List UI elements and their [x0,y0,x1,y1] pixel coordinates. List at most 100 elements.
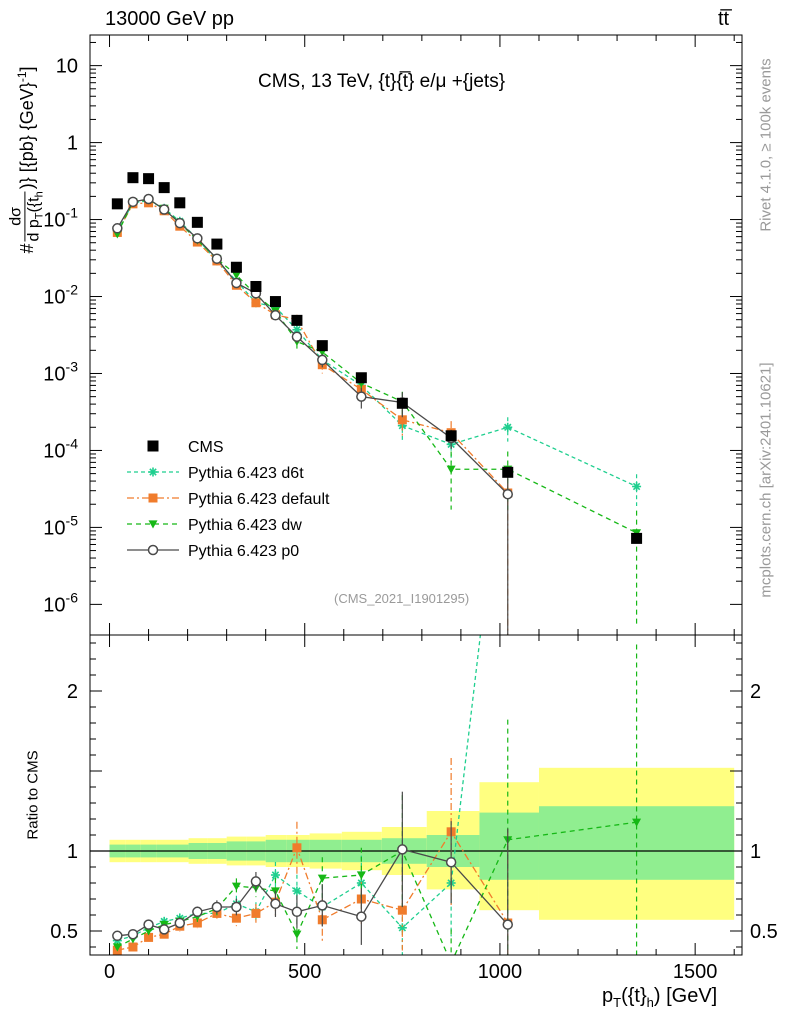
ratio-y-tick-label-right: 1 [750,841,761,863]
cms-data-point [502,466,514,478]
main-series-layer [111,172,643,635]
y-tick-base: 10 [56,56,78,78]
marker-stroke [505,400,511,406]
series-point-main [270,310,281,321]
y-tick-exponent: -5 [66,512,79,528]
cms-data-point [396,397,408,409]
cms-data-point [174,197,186,209]
y-tick-base: 1 [67,133,78,155]
series-point-main [174,217,186,229]
process-label: tt̅ [718,8,730,30]
series-point-ratio [231,901,242,913]
series-point-ratio [270,898,281,910]
series-point-ratio [158,924,170,935]
series-point-ratio [317,900,328,911]
series-point-ratio [632,255,641,264]
series-point-ratio [397,905,407,915]
series-line-main [116,202,509,494]
series-line-ratio [117,848,509,937]
series-point-main [317,354,328,366]
ratio-axes: 0.5 0.5 1 1 2 2 [50,642,778,948]
series-point-ratio [211,901,223,913]
analysis-annotation: (CMS_2021_I1901295) [334,591,470,606]
series-point-main [292,325,302,335]
legend: CMS Pythia 6.423 d6t Pythia 6.423 default P… [127,439,330,560]
cms-data-point [127,172,139,184]
series-point-ratio [143,919,154,930]
marker-stroke [633,256,639,262]
cms-data-point [445,430,457,442]
series-point-main [231,277,242,289]
x-axis-label: pT({t}h) [GeV] [602,985,718,1010]
main-y-axis-label: # dσ d pT({th)} [{pb} {GeV}-1] [7,66,46,254]
ratio-y-axis-label: Ratio to CMS [24,750,42,840]
y-tick-base: 10 [43,517,65,539]
series-point-ratio [174,917,186,929]
series-point-main [143,193,154,205]
series-point-ratio [112,943,122,952]
ratio-plot-frame [89,634,743,956]
series-line-main [116,199,637,534]
series-line-main [116,198,509,495]
source-label: mcplots.cern.ch [arXiv:2401.10621] [757,362,775,598]
legend-marker [147,440,159,452]
ratio-uncertainty-bands [90,767,742,920]
series-point-main [112,223,123,234]
series-point-ratio [192,918,202,928]
y-tick-base: 10 [43,287,65,309]
y-tick-exponent: -6 [66,589,79,605]
cms-data-point [631,532,643,544]
series-point-ratio [291,906,303,918]
series-point-ratio [356,911,367,922]
cms-data-point [191,216,203,228]
series-point-ratio [231,882,241,891]
y-tick-label: 10-1 [43,205,78,232]
series-point-main [158,204,170,215]
series-line-ratio [117,830,509,951]
series-point-ratio [292,886,302,896]
series-point-ratio [445,856,457,868]
series-point-ratio [192,906,203,918]
x-tick-label: 0 [104,961,115,983]
series-point-main [503,422,513,432]
y-tick-label: 10-3 [43,358,78,385]
cms-data-point [230,261,242,273]
series-point-ratio [112,930,123,942]
series-point-ratio [251,908,261,918]
series-point-main [446,465,456,474]
legend-marker [148,520,158,529]
series-point-main [231,271,241,280]
y-tick-exponent: -2 [66,282,79,298]
y-tick-base: 10 [43,210,65,232]
legend-label: Pythia 6.423 default [188,491,330,508]
legend-label: Pythia 6.423 dw [188,517,302,534]
cms-data-point [316,340,328,352]
ratio-y-tick-label-left: 1 [67,841,78,863]
cms-data-point [158,182,170,194]
cms-data-point [143,173,155,185]
beam-label: 13000 GeV pp [105,8,234,30]
cms-data-point [211,238,223,250]
ratio-series-layer [112,255,642,967]
series-point-ratio [144,927,154,936]
plot-title: CMS, 13 TeV, {t}{t̅} e/μ +{jets} [258,71,506,92]
legend-label: CMS [188,439,224,456]
y-tick-label: 10-5 [43,512,78,539]
series-point-ratio [128,942,138,952]
marker-stroke [505,400,511,406]
legend-marker [148,493,158,503]
ratio-y-tick-label-left: 2 [67,681,78,703]
cms-data-point [291,314,303,326]
y-tick-label: 10 [56,56,78,78]
legend-marker [148,467,158,477]
legend-label: Pythia 6.423 p0 [188,543,299,560]
x-tick-label: 1000 [478,961,523,983]
y-tick-exponent: -3 [66,358,79,374]
series-point-ratio [356,871,366,880]
marker-stroke [633,256,639,262]
inner-band-segment [479,812,539,880]
series-point-ratio [292,843,302,853]
series-point-ratio [447,959,456,967]
